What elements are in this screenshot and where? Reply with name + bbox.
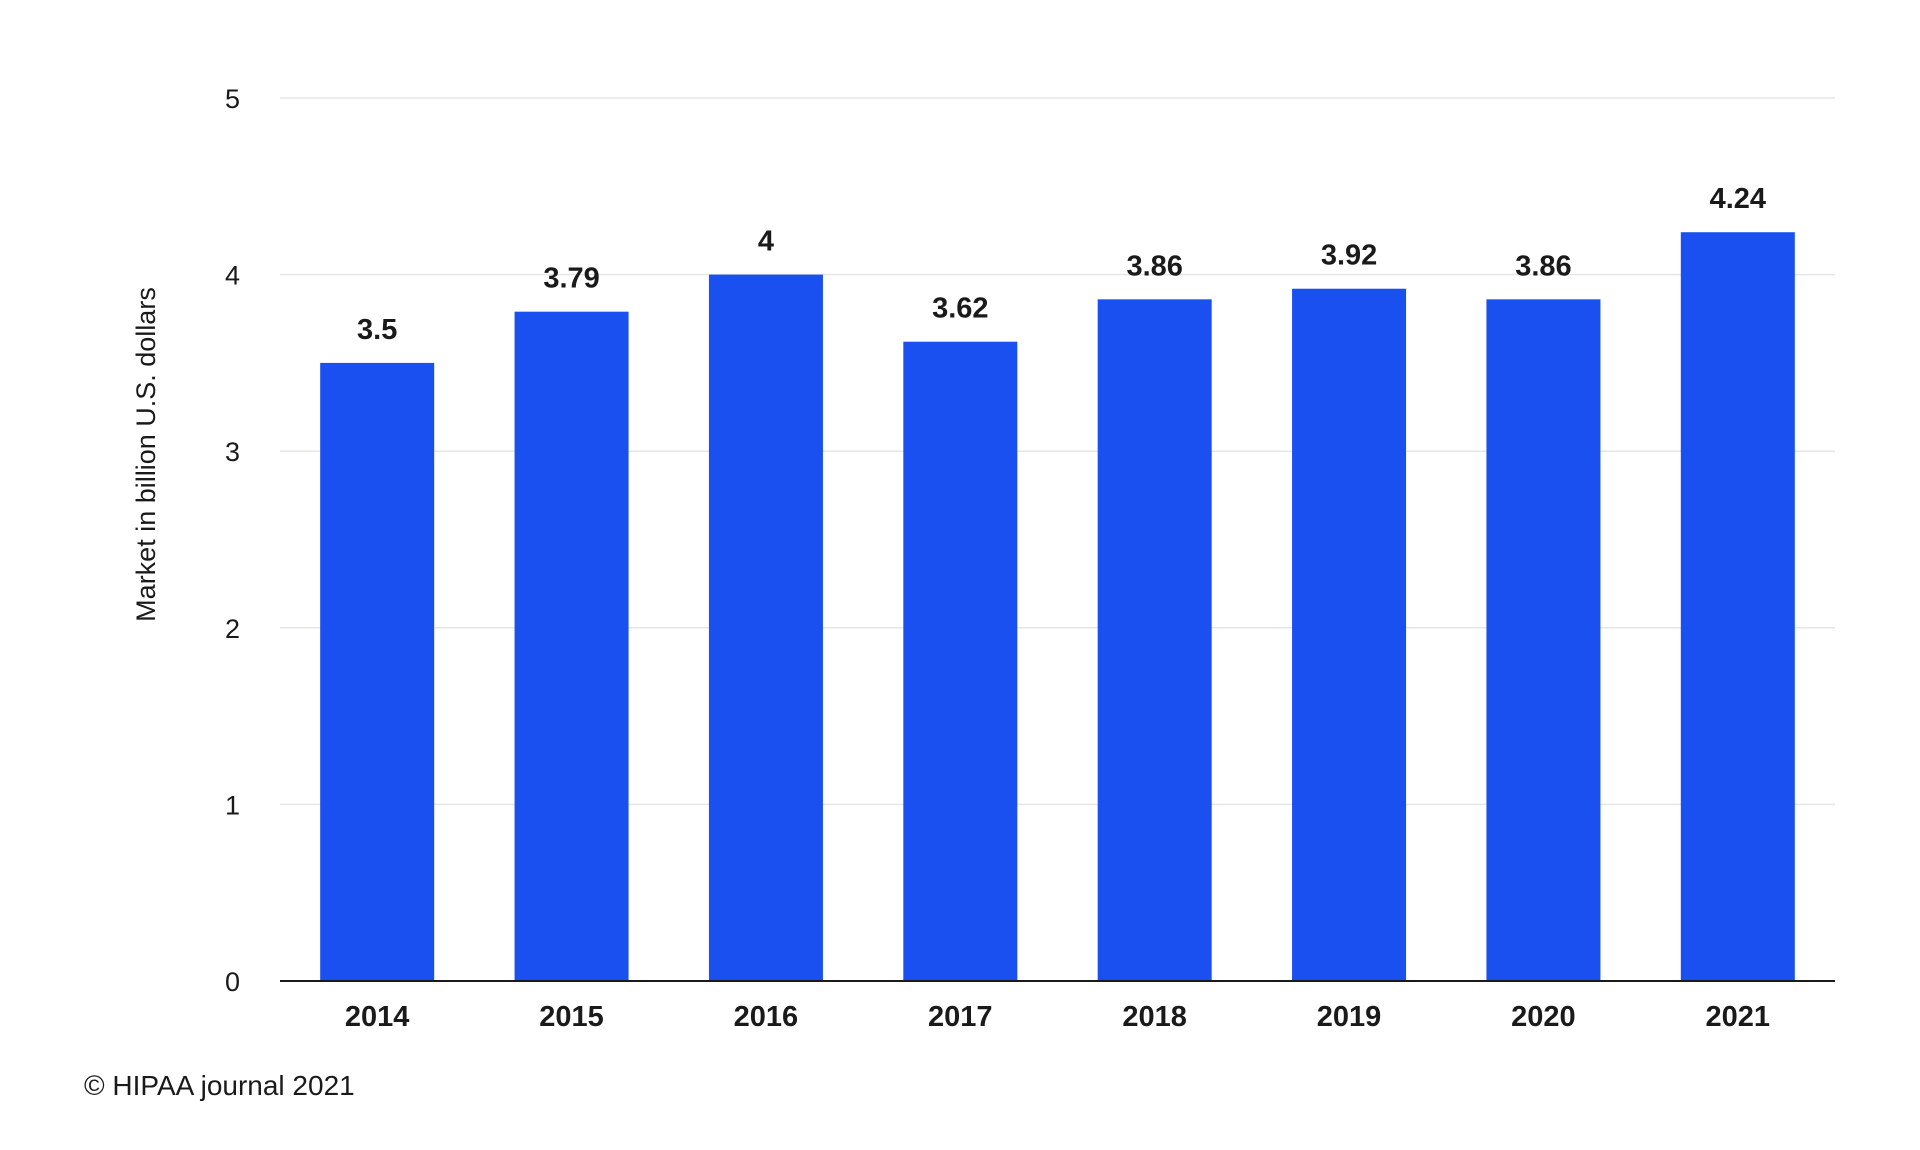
bar [1292, 288, 1407, 981]
data-label: 4.24 [1710, 183, 1766, 215]
y-axis-title: Market in billion U.S. dollars [131, 287, 161, 622]
x-tick-label: 2017 [928, 1001, 993, 1033]
grid-lines [280, 97, 1835, 806]
x-tick-label: 2020 [1511, 1001, 1576, 1033]
bars [320, 232, 1795, 982]
data-label: 4 [758, 226, 774, 258]
y-tick-label: 3 [225, 437, 240, 467]
bar [1680, 232, 1795, 981]
data-labels: 3.5 3.79 4 3.62 3.86 3.92 3.86 4.24 [357, 183, 1766, 346]
x-tick-label: 2019 [1317, 1001, 1382, 1033]
bar [1097, 299, 1212, 982]
y-tick-label: 5 [225, 84, 240, 114]
data-label: 3.92 [1321, 240, 1377, 272]
y-tick-label: 0 [225, 967, 240, 997]
x-tick-label: 2015 [539, 1001, 604, 1033]
bar [903, 341, 1018, 981]
data-label: 3.62 [932, 293, 988, 325]
x-tick-label: 2021 [1706, 1001, 1771, 1033]
bar [708, 274, 823, 982]
x-tick-label: 2018 [1122, 1001, 1187, 1033]
x-tick-label: 2016 [734, 1001, 799, 1033]
bar [320, 362, 435, 981]
x-tick-label: 2014 [345, 1001, 410, 1033]
y-axis-ticks: 0 1 2 3 4 5 [225, 84, 240, 997]
bar [1486, 299, 1601, 982]
data-label: 3.79 [543, 263, 599, 295]
x-axis-ticks: 2014 2015 2016 2017 2018 2019 2020 2021 [345, 1001, 1770, 1033]
data-label: 3.86 [1515, 250, 1571, 282]
y-tick-label: 4 [225, 261, 240, 291]
copyright-notice: © HIPAA journal 2021 [84, 1070, 355, 1101]
data-label: 3.5 [357, 314, 397, 346]
data-label: 3.86 [1126, 250, 1182, 282]
y-tick-label: 2 [225, 614, 240, 644]
bar [514, 311, 629, 981]
y-tick-label: 1 [225, 790, 240, 820]
